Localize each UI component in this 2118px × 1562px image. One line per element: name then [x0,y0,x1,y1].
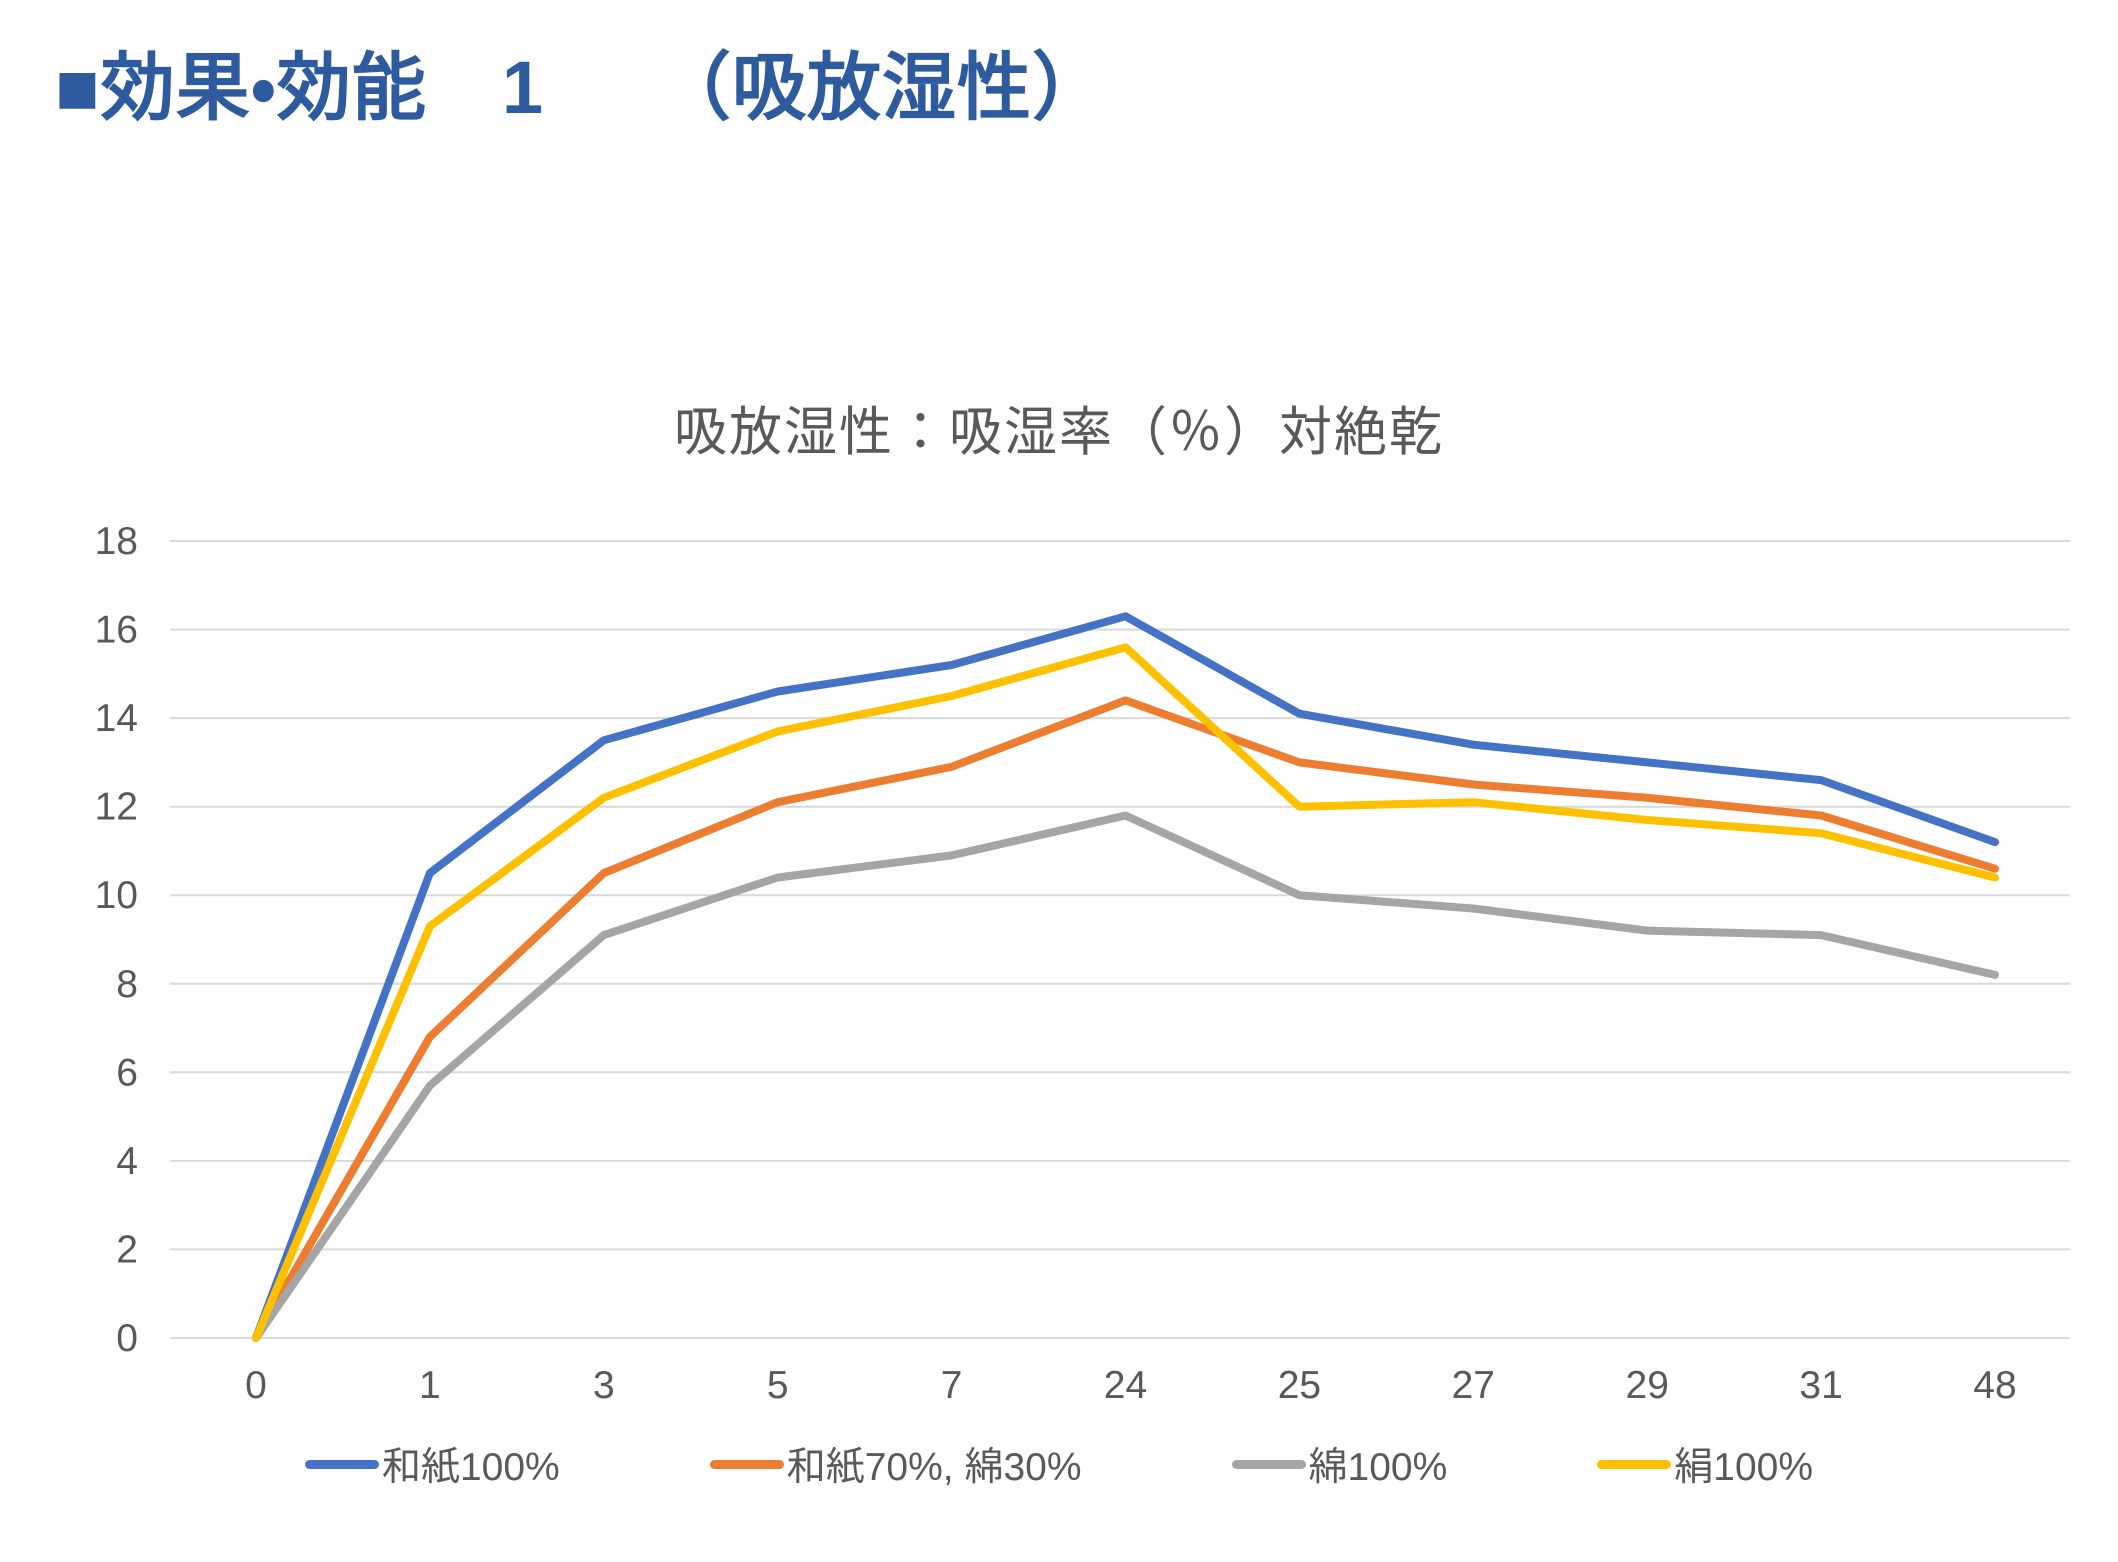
x-axis-tick-label: 27 [1452,1364,1495,1407]
x-axis-tick-label: 29 [1626,1364,1669,1407]
legend-line-swatch [1231,1459,1306,1469]
chart-title: 吸放湿性：吸湿率（％）対絶乾 [674,403,1444,462]
legend-label: 和紙100% [381,1446,560,1489]
y-axis-tick-label: 8 [116,963,138,1006]
legend-line-swatch [1597,1459,1672,1469]
y-axis-tick-label: 12 [95,786,138,829]
legend-line-swatch [304,1459,379,1469]
series-line [252,612,1999,1342]
legend-item: 和紙100% [304,1436,560,1492]
y-axis-tick-label: 16 [95,609,138,652]
y-axis-tick-label: 0 [116,1317,138,1360]
x-axis-tick-label: 5 [767,1364,789,1407]
legend-line-swatch [709,1459,784,1469]
page-title: ■効果・効能 1 （吸放湿性） [55,46,1108,129]
y-axis-tick-label: 10 [95,874,138,917]
legend-item: 綿100% [1231,1436,1448,1492]
y-axis-tick-label: 18 [95,520,138,563]
legend-label: 和紙70%, 綿30% [786,1446,1082,1489]
y-axis-tick-label: 6 [116,1051,138,1094]
x-axis-tick-label: 3 [593,1364,615,1407]
chart-legend: 和紙100% 和紙70%, 綿30% 綿100% 絹100% [0,1436,2118,1492]
y-axis-labels: 0 2 4 6 8 10 12 14 16 18 [95,520,138,1360]
legend-label: 綿100% [1308,1446,1448,1489]
legend-item: 絹100% [1597,1436,1813,1492]
series-line [252,696,1999,1342]
y-axis-tick-label: 14 [95,697,138,740]
x-axis-tick-label: 1 [419,1364,441,1407]
legend-label: 絹100% [1674,1446,1814,1489]
series-line [252,643,1999,1342]
x-axis-tick-label: 7 [941,1364,963,1407]
series-lines [252,612,1999,1342]
x-axis-tick-label: 31 [1799,1364,1842,1407]
x-axis-tick-label: 25 [1278,1364,1321,1407]
x-axis-tick-label: 0 [245,1364,267,1407]
y-axis-tick-label: 4 [116,1140,138,1183]
legend-item: 和紙70%, 綿30% [709,1436,1082,1492]
x-axis-labels: 0 1 3 5 7 24 25 27 29 31 48 [245,1364,2017,1407]
series-line [252,811,1999,1342]
x-axis-tick-label: 48 [1973,1364,2016,1407]
gridlines [170,540,2070,1339]
x-axis-tick-label: 24 [1104,1364,1147,1407]
y-axis-tick-label: 2 [116,1228,138,1271]
